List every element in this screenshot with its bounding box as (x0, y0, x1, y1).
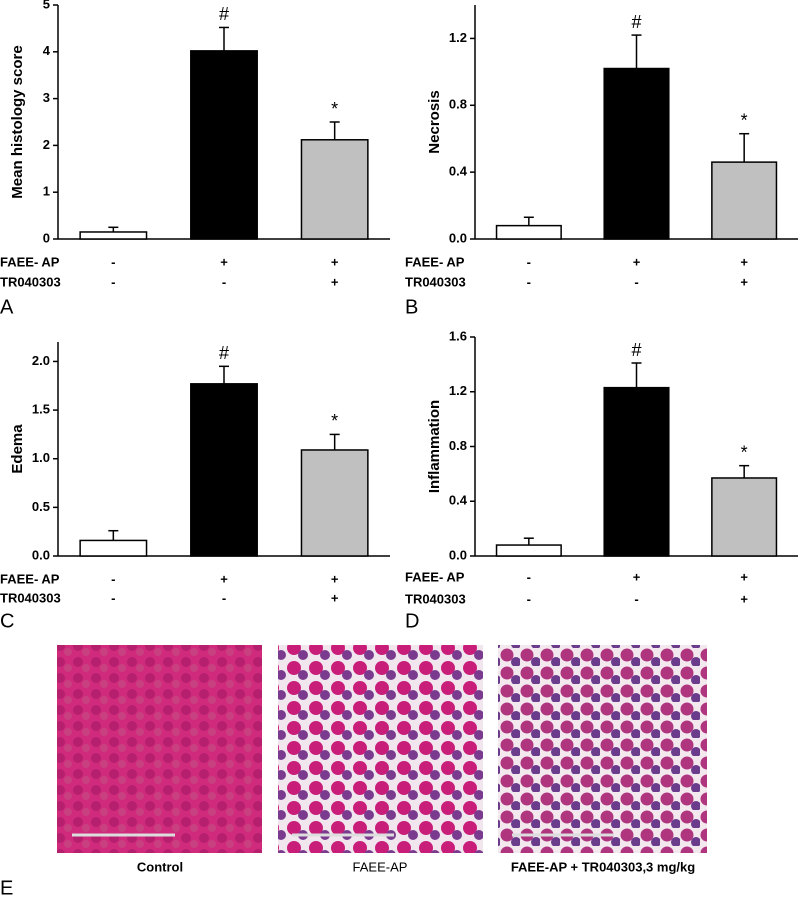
y-tick-label: 0.0 (449, 230, 467, 245)
condition-label: TR040303 (0, 590, 61, 605)
condition-sign: + (633, 254, 641, 269)
condition-label: TR040303 (405, 591, 466, 606)
condition-label: FAEE- AP (0, 254, 60, 269)
y-tick-label: 0.4 (449, 493, 468, 508)
condition-sign: + (331, 254, 339, 269)
condition-sign: - (222, 590, 226, 605)
caption: FAEE-AP + TR040303,3 mg/kg (511, 859, 695, 874)
y-tick-label: 0 (43, 230, 50, 245)
bar (495, 544, 562, 557)
condition-sign: + (740, 591, 748, 606)
significance-mark: * (741, 442, 748, 462)
micrograph (57, 645, 262, 853)
condition-label: TR040303 (405, 274, 466, 289)
condition-label: TR040303 (0, 274, 61, 289)
condition-sign: - (527, 591, 531, 606)
bar (495, 224, 562, 240)
condition-sign: + (633, 569, 641, 584)
condition-sign: + (220, 571, 228, 586)
bar (711, 161, 778, 240)
condition-sign: + (740, 274, 748, 289)
y-tick-label: 0.0 (449, 547, 467, 562)
y-tick-label: 1.6 (449, 328, 467, 343)
significance-mark: * (331, 411, 338, 431)
micrograph (278, 645, 483, 853)
condition-sign: - (527, 274, 531, 289)
significance-mark: # (219, 343, 229, 363)
panel-label: E (0, 877, 13, 899)
y-tick-label: 0.5 (32, 499, 50, 514)
micrograph (498, 645, 707, 853)
significance-mark: * (741, 110, 748, 130)
y-axis-label: Necrosis (426, 90, 443, 153)
panel-label: C (0, 610, 14, 632)
y-tick-label: 3 (43, 90, 50, 105)
y-tick-label: 1.2 (449, 30, 467, 45)
caption: Control (137, 859, 183, 874)
y-tick-label: 4 (43, 43, 51, 58)
y-tick-label: 1 (43, 184, 50, 199)
bar (603, 67, 670, 240)
significance-mark: # (631, 340, 641, 360)
bar (190, 50, 258, 240)
y-axis-label: Edema (9, 424, 26, 474)
condition-sign: - (222, 274, 226, 289)
condition-sign: + (740, 254, 748, 269)
y-tick-label: 0.0 (32, 547, 50, 562)
condition-sign: + (331, 571, 339, 586)
significance-mark: # (631, 12, 641, 32)
y-axis-label: Mean histology score (9, 45, 26, 198)
panel-label: B (405, 296, 418, 318)
y-tick-label: 0.4 (449, 164, 468, 179)
bar (711, 477, 778, 557)
condition-sign: - (527, 254, 531, 269)
condition-label: FAEE- AP (405, 569, 465, 584)
y-tick-label: 0.8 (449, 97, 467, 112)
y-tick-label: 1.2 (449, 383, 467, 398)
condition-label: FAEE- AP (405, 254, 465, 269)
micrographs (57, 645, 707, 853)
condition-label: FAEE- AP (0, 571, 60, 586)
condition-sign: - (634, 591, 638, 606)
panel-label: D (405, 610, 419, 632)
y-tick-label: 2.0 (32, 353, 50, 368)
significance-mark: # (219, 4, 229, 24)
condition-sign: - (111, 274, 115, 289)
bar (300, 449, 369, 557)
bar (190, 383, 258, 557)
condition-sign: - (634, 274, 638, 289)
caption: FAEE-AP (353, 859, 408, 874)
y-tick-label: 2 (43, 137, 50, 152)
condition-sign: + (331, 274, 339, 289)
y-tick-label: 5 (43, 0, 50, 11)
bar (300, 139, 369, 240)
condition-sign: - (111, 254, 115, 269)
significance-mark: * (331, 99, 338, 119)
condition-sign: + (740, 569, 748, 584)
condition-sign: - (111, 590, 115, 605)
bar (603, 386, 670, 557)
bar (79, 539, 148, 557)
condition-sign: - (527, 569, 531, 584)
y-tick-label: 1.0 (32, 450, 50, 465)
condition-sign: - (111, 571, 115, 586)
y-axis-label: Inflammation (426, 400, 443, 493)
condition-sign: + (220, 254, 228, 269)
y-tick-label: 0.8 (449, 438, 467, 453)
y-tick-label: 1.5 (32, 402, 50, 417)
bar (79, 231, 148, 240)
panel-label: A (0, 296, 14, 318)
condition-sign: + (331, 590, 339, 605)
